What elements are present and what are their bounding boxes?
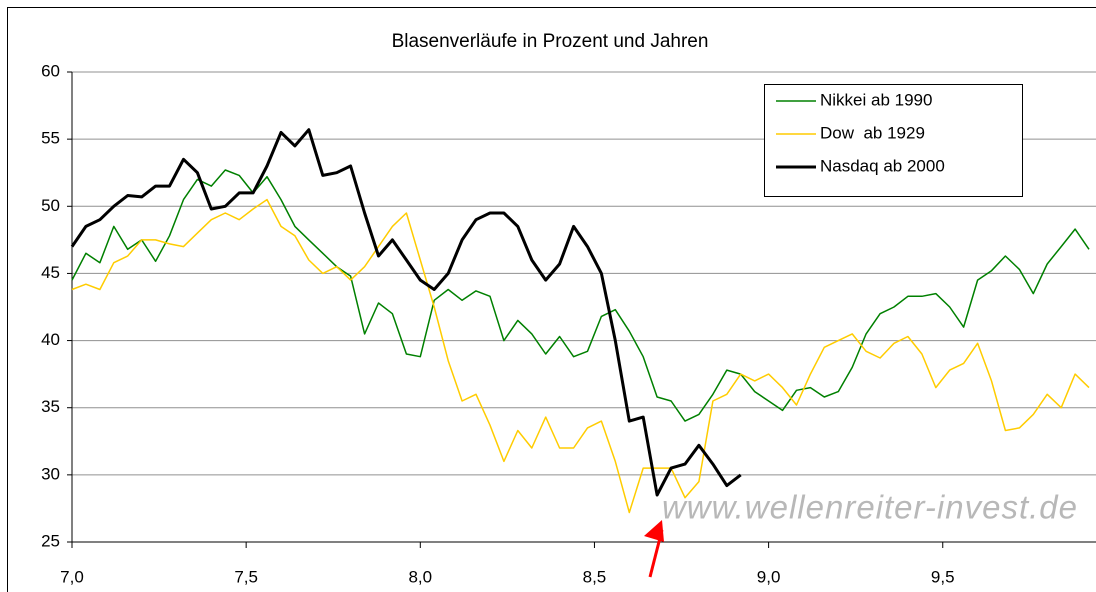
legend: Nikkei ab 1990 Dow ab 1929 Nasdaq ab 2000 [764,84,1023,197]
y-tick-label: 25 [41,531,60,550]
y-tick-label: 45 [41,263,60,282]
chart-title: Blasenverläufe in Prozent und Jahren [392,31,709,52]
y-tick-label: 35 [41,397,60,416]
series-line [71,198,1090,514]
y-tick-label: 55 [41,129,60,148]
x-tick-label: 9,0 [757,567,781,586]
x-tick-label: 7,0 [60,567,84,586]
x-tick-label: 8,5 [583,567,607,586]
legend-label: Nasdaq ab 2000 [820,156,945,175]
legend-label: Nikkei ab 1990 [820,90,932,109]
legend-box [764,84,1023,197]
x-tick-label: 7,5 [234,567,258,586]
y-tick-label: 50 [41,196,60,215]
legend-label: Dow ab 1929 [820,123,925,142]
y-tick-label: 30 [41,464,60,483]
arrow-head [644,520,664,542]
series-line [70,128,742,497]
x-tick-label: 8,0 [408,567,432,586]
watermark: www.wellenreiter-invest.de [662,489,1078,526]
y-tick-label: 60 [41,61,60,80]
y-tick-label: 40 [41,330,60,349]
x-tick-label: 9,5 [931,567,955,586]
series-line [71,169,1090,422]
